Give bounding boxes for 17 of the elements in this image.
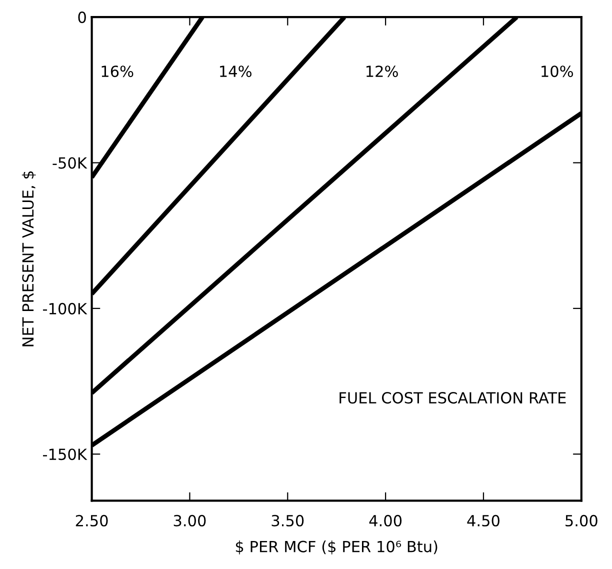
series-label: 14% <box>220 66 252 78</box>
x-tick-label: 5.00 <box>566 514 598 526</box>
x-tick-label: 2.50 <box>76 514 108 526</box>
y-tick-label: -150K <box>42 448 88 460</box>
text: 12% <box>366 66 398 78</box>
y-tick-label: -100K <box>42 302 88 314</box>
y-tick-label: 0 <box>78 12 86 24</box>
text: 10% <box>542 66 574 78</box>
x-tick-label: 4.00 <box>369 514 402 526</box>
annotation: FUEL COST ESCALATION RATE <box>340 392 566 404</box>
y-axis-title: NET PRESENT VALUE, $ <box>22 171 36 346</box>
y-tick-label: -50K <box>52 157 88 169</box>
x-axis-title: $ PER MCF ($ PER 10⁶ Btu) <box>236 540 438 554</box>
x-tick-label: 4.50 <box>467 514 500 526</box>
series-label: 16% <box>102 66 134 78</box>
x-tick-label: 3.50 <box>272 514 304 526</box>
x-tick-label: 3.00 <box>174 514 206 526</box>
